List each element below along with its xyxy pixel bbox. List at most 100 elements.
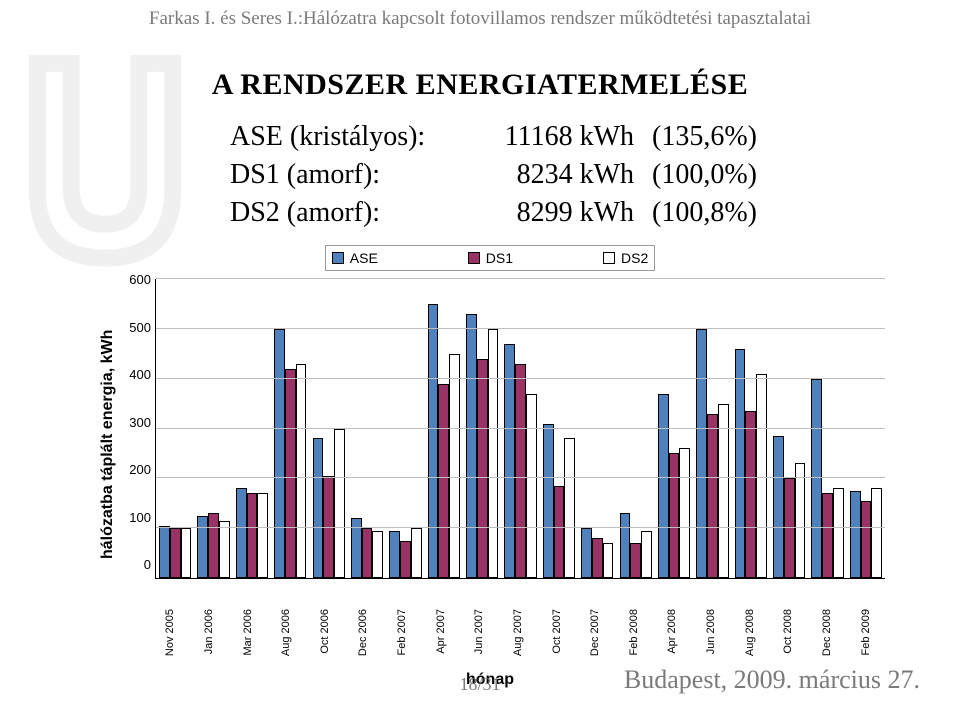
bar — [735, 349, 746, 578]
grid-line — [156, 477, 885, 478]
bar — [679, 448, 690, 578]
y-tick: 0 — [144, 557, 151, 572]
bar-group — [732, 279, 770, 578]
bar-group — [425, 279, 463, 578]
x-tick: Oct 2006 — [306, 609, 345, 669]
bar-group — [617, 279, 655, 578]
bar-group — [808, 279, 846, 578]
y-tick: 200 — [129, 462, 151, 477]
bar — [488, 329, 499, 578]
bar — [466, 314, 477, 578]
bar — [313, 438, 324, 578]
header-text: Farkas I. és Seres I.:Hálózatra kapcsolt… — [149, 8, 811, 29]
bar — [208, 513, 219, 578]
bar — [236, 488, 247, 578]
bar — [756, 374, 767, 578]
bar-group — [770, 279, 808, 578]
bar — [526, 394, 537, 578]
page-header: Farkas I. és Seres I.:Hálózatra kapcsolt… — [0, 8, 960, 30]
plot-area — [155, 279, 885, 579]
x-tick: Dec 2006 — [344, 609, 383, 669]
legend-item: DS2 — [603, 250, 648, 266]
bar — [477, 359, 488, 578]
grid-line — [156, 278, 885, 279]
bar — [620, 513, 631, 578]
summary-pct: (100,0%) — [652, 156, 790, 194]
bar — [784, 478, 795, 578]
bar — [428, 304, 439, 578]
energy-chart: ASEDS1DS2 hálózatba táplált energia, kWh… — [95, 245, 885, 645]
bar — [285, 369, 296, 578]
bar-group — [847, 279, 885, 578]
bar-group — [156, 279, 194, 578]
summary-table: ASE (kristályos):11168 kWh(135,6%)DS1 (a… — [230, 118, 790, 231]
summary-value: 8299 kWh — [457, 194, 652, 232]
bar — [372, 531, 383, 578]
bar-group — [578, 279, 616, 578]
x-tick: Aug 2008 — [730, 609, 769, 669]
bar-group — [348, 279, 386, 578]
bar-group — [501, 279, 539, 578]
bar — [833, 488, 844, 578]
legend-swatch — [332, 252, 344, 264]
x-tick: Oct 2008 — [769, 609, 808, 669]
x-tick: Jun 2008 — [692, 609, 731, 669]
x-tick: Dec 2008 — [808, 609, 847, 669]
x-tick: Feb 2008 — [615, 609, 654, 669]
x-tick: Feb 2009 — [846, 609, 885, 669]
legend-label: DS1 — [486, 250, 513, 266]
summary-label: DS2 (amorf): — [230, 194, 457, 232]
grid-line — [156, 378, 885, 379]
bar-group — [463, 279, 501, 578]
y-tick: 500 — [129, 320, 151, 335]
bar — [581, 528, 592, 578]
x-axis-ticks: Nov 2005Jan 2006Mar 2006Aug 2006Oct 2006… — [151, 609, 885, 669]
bar — [718, 404, 729, 578]
bar — [181, 528, 192, 578]
bar-group — [655, 279, 693, 578]
bar — [861, 501, 872, 578]
bar — [449, 354, 460, 578]
bar — [564, 438, 575, 578]
x-tick: Aug 2006 — [267, 609, 306, 669]
bar — [669, 453, 680, 578]
legend-swatch — [603, 252, 615, 264]
bar — [592, 538, 603, 578]
bar-group — [271, 279, 309, 578]
legend-label: ASE — [350, 250, 378, 266]
bar — [745, 411, 756, 578]
y-tick: 400 — [129, 367, 151, 382]
x-tick: Jan 2006 — [190, 609, 229, 669]
title-text: A RENDSZER ENERGIATERMELÉSE — [212, 68, 748, 101]
bar — [850, 491, 861, 578]
legend-label: DS2 — [621, 250, 648, 266]
y-tick: 100 — [129, 510, 151, 525]
bar — [389, 531, 400, 578]
x-tick: Dec 2007 — [576, 609, 615, 669]
bar — [247, 493, 258, 578]
x-tick: Aug 2007 — [499, 609, 538, 669]
footer-date: Budapest, 2009. március 27. — [624, 665, 920, 695]
x-tick: Feb 2007 — [383, 609, 422, 669]
bar-group — [540, 279, 578, 578]
page-title: A RENDSZER ENERGIATERMELÉSE — [0, 68, 960, 102]
bar — [554, 486, 565, 578]
y-tick: 300 — [129, 415, 151, 430]
legend-item: DS1 — [468, 250, 513, 266]
bar — [773, 436, 784, 578]
y-axis-ticks: 6005004003002001000 — [123, 272, 155, 572]
bar — [296, 364, 307, 578]
bar — [400, 541, 411, 578]
summary-value: 8234 kWh — [457, 156, 652, 194]
x-tick: Apr 2007 — [421, 609, 460, 669]
x-tick: Apr 2008 — [653, 609, 692, 669]
summary-label: ASE (kristályos): — [230, 118, 457, 156]
bar — [795, 463, 806, 578]
bar-group — [693, 279, 731, 578]
bar — [411, 528, 422, 578]
x-tick: Jun 2007 — [460, 609, 499, 669]
bar — [362, 528, 373, 578]
summary-row: ASE (kristályos):11168 kWh(135,6%) — [230, 118, 790, 156]
summary-row: DS2 (amorf):8299 kWh(100,8%) — [230, 194, 790, 232]
x-tick: Nov 2005 — [151, 609, 190, 669]
